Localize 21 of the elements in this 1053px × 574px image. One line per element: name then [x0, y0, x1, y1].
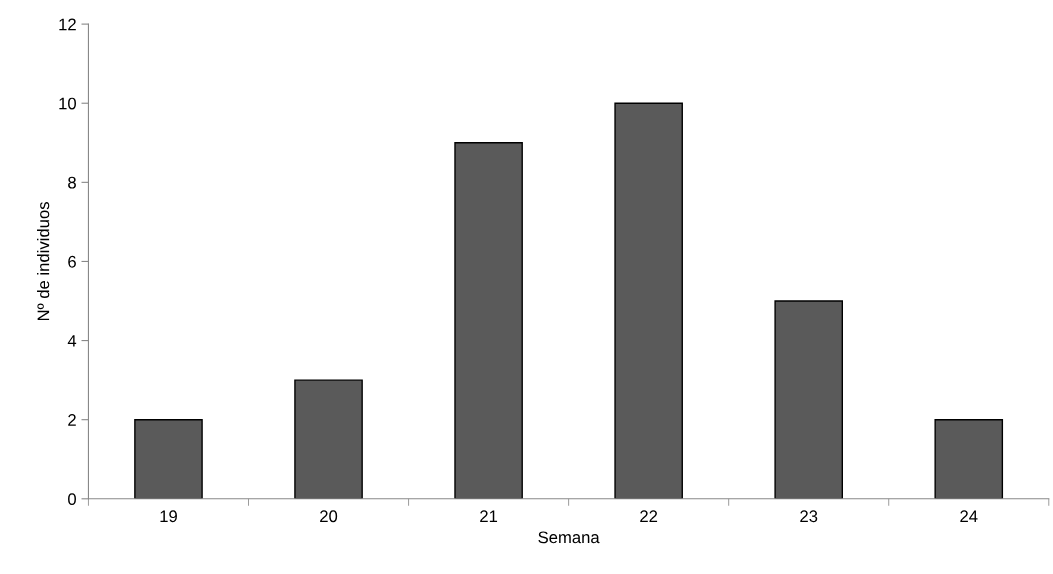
y-tick-label: 4 [67, 335, 77, 347]
y-tick-label: 2 [68, 414, 76, 426]
y-tick-label: 6 [68, 255, 76, 268]
x-axis-title: Semana [538, 531, 600, 544]
x-tick-label: 19 [160, 510, 177, 523]
bar [294, 379, 363, 499]
x-tick-label: 24 [960, 510, 978, 522]
bar [134, 418, 203, 499]
bar [454, 142, 523, 499]
bar [614, 102, 683, 499]
y-tick-label: 10 [59, 97, 76, 110]
x-tick-label: 20 [320, 510, 338, 523]
bar [934, 418, 1004, 499]
x-tick-label: 22 [640, 510, 658, 522]
x-tick-label: 23 [800, 510, 818, 523]
y-tick-label: 0 [68, 493, 76, 506]
y-axis-title: Nº de individuos [37, 202, 50, 321]
y-tick-label: 8 [68, 176, 76, 189]
x-tick-label: 21 [480, 510, 498, 522]
y-tick-label: 12 [59, 18, 76, 31]
bar [774, 300, 844, 499]
